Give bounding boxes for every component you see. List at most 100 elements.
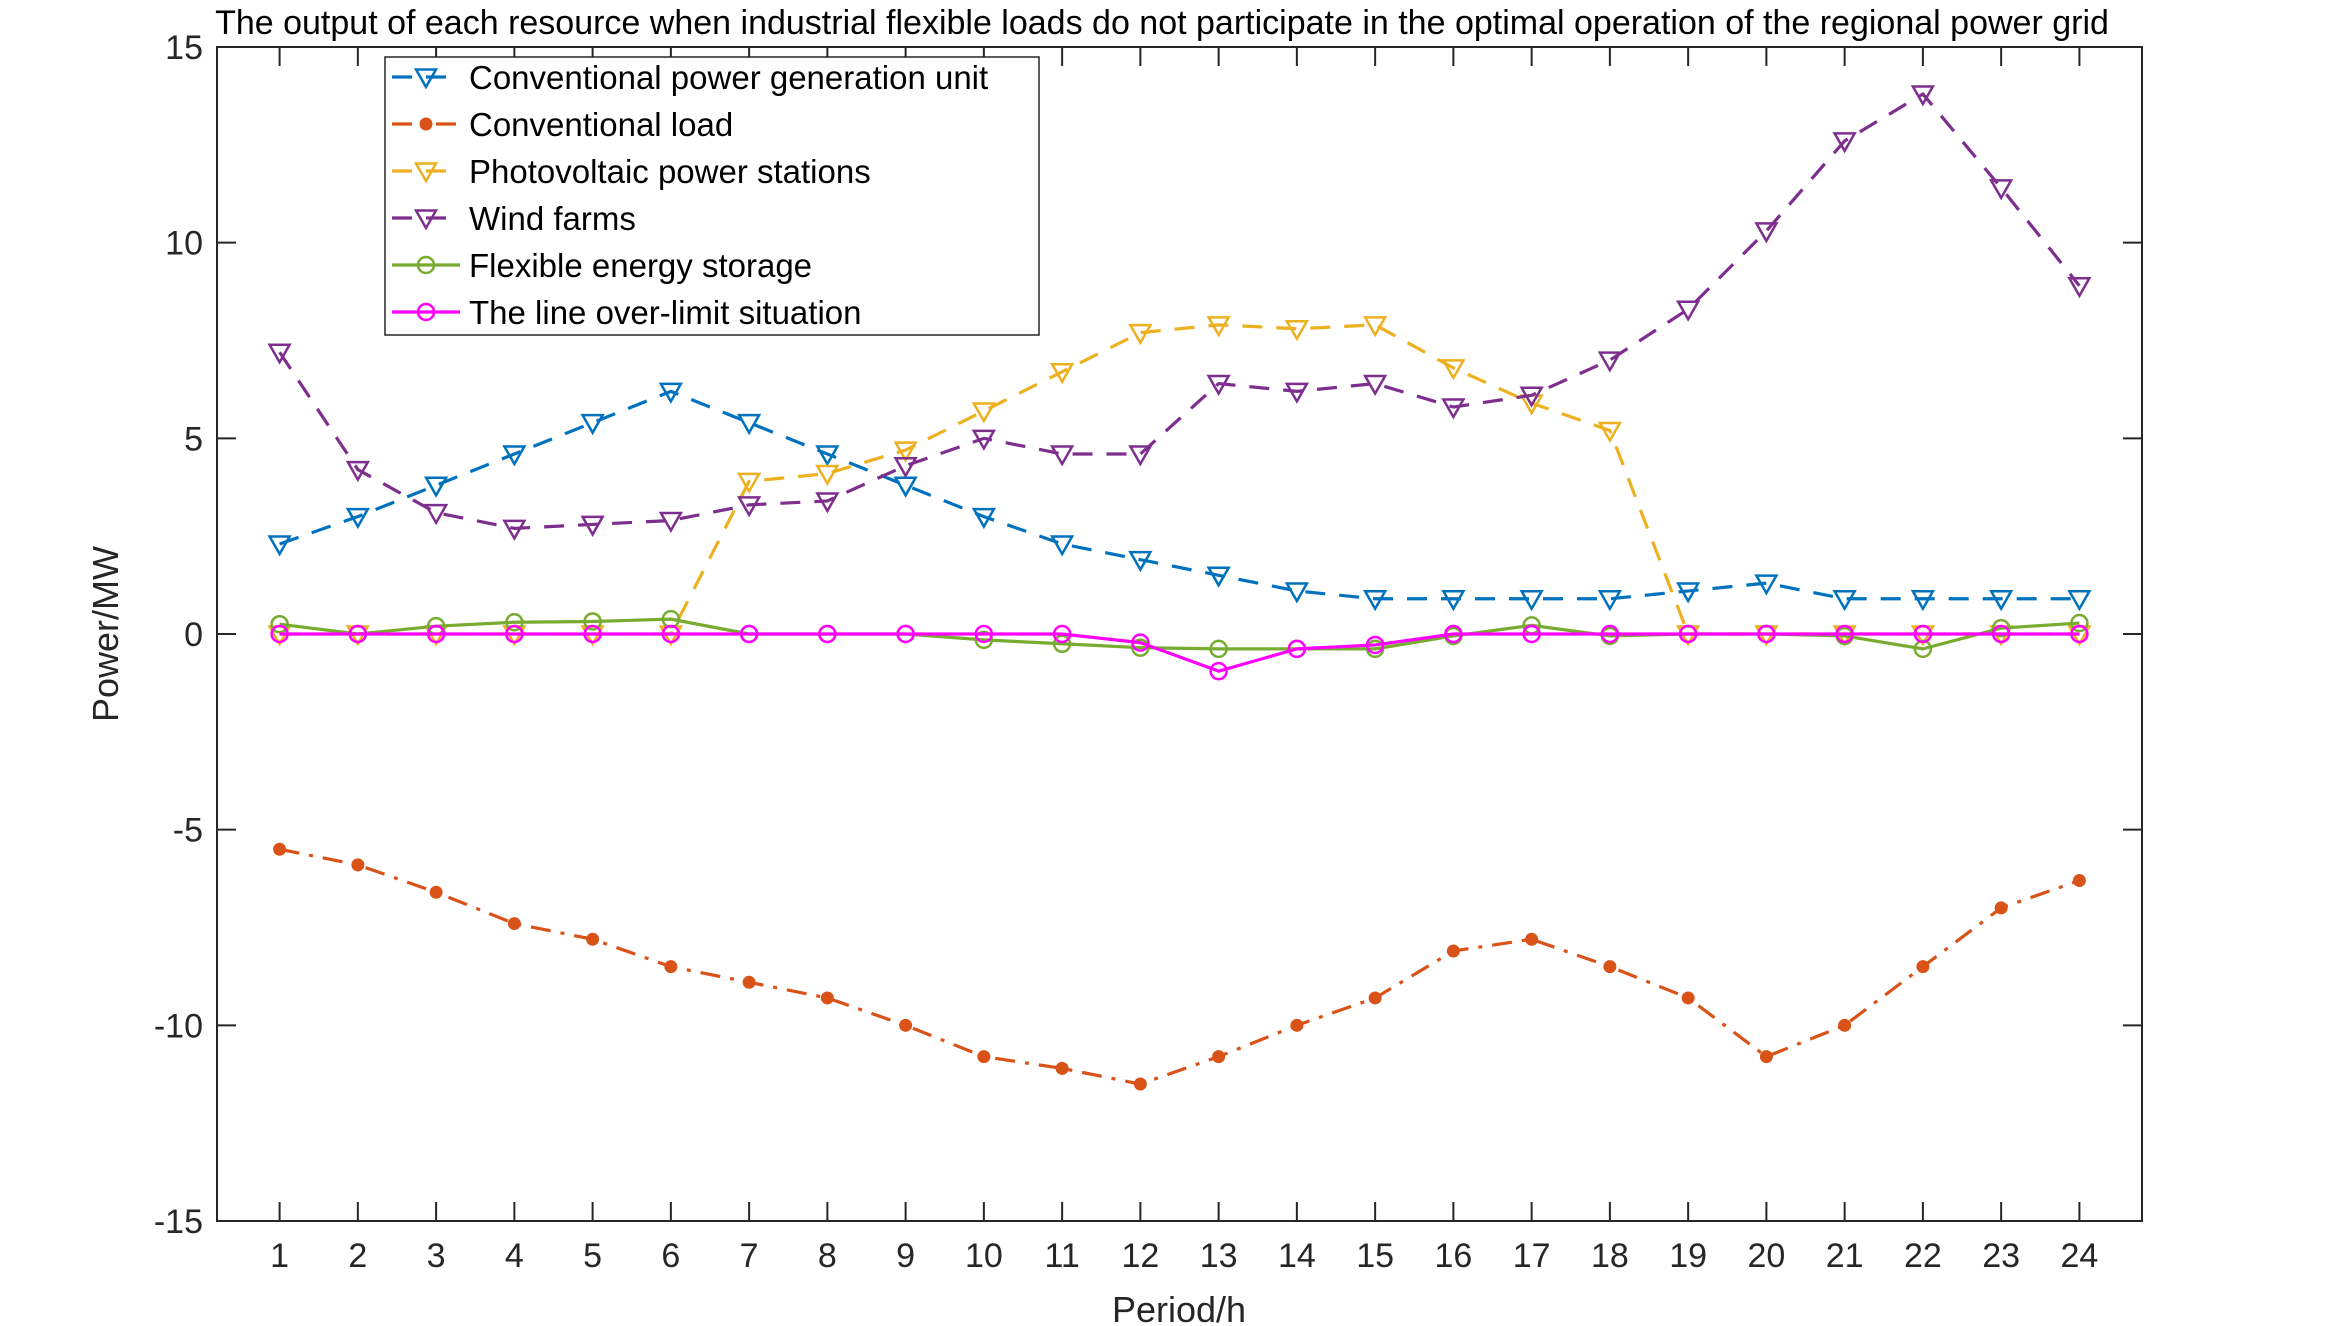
data-point (2070, 624, 2089, 644)
data-point (1049, 445, 1075, 467)
data-point (1206, 316, 1231, 338)
data-point (815, 464, 840, 487)
x-tick-label: 13 (1200, 1237, 1238, 1275)
x-tick-label: 5 (583, 1237, 602, 1275)
data-point (1290, 1018, 1304, 1032)
data-point (1284, 320, 1310, 342)
data-point (664, 960, 678, 974)
data-point (586, 932, 600, 946)
y-axis-label: Power/MW (85, 546, 126, 722)
data-point (1519, 590, 1544, 612)
data-point (1206, 566, 1231, 588)
data-point (971, 429, 997, 451)
data-point (658, 382, 684, 404)
data-point (974, 630, 994, 650)
x-tick-label: 4 (505, 1237, 524, 1275)
data-point (1988, 590, 2014, 612)
x-tick-label: 2 (348, 1237, 367, 1275)
x-axis-label: Period/h (1112, 1289, 1246, 1326)
data-point (1209, 661, 1228, 681)
legend-entry-label: Flexible energy storage (469, 247, 812, 284)
data-point (1991, 618, 2011, 638)
data-point (1133, 1077, 1147, 1091)
y-tick-label: 5 (184, 420, 203, 458)
data-point (1994, 901, 2008, 915)
data-point (502, 445, 527, 467)
x-tick-label: 18 (1591, 1237, 1629, 1275)
data-point (1681, 991, 1695, 1005)
data-point (1678, 624, 1698, 644)
data-point (267, 535, 292, 557)
x-tick-label: 8 (818, 1237, 837, 1275)
data-point (899, 1018, 913, 1032)
series-4 (267, 85, 2092, 541)
data-point (1519, 386, 1544, 408)
y-tick-label: 10 (165, 225, 203, 263)
series-line (279, 323, 2080, 636)
data-point (1049, 363, 1075, 385)
data-point (580, 515, 605, 537)
data-point (1128, 323, 1153, 346)
data-point (1757, 624, 1776, 644)
data-point (742, 975, 756, 989)
data-point (273, 842, 287, 856)
data-point (1525, 932, 1539, 946)
y-tick-label: 15 (165, 29, 203, 67)
data-point (1055, 1061, 1069, 1075)
y-tick-label: -5 (173, 812, 203, 850)
data-point (1128, 445, 1153, 467)
legend-marker (416, 302, 436, 322)
data-point (1131, 638, 1150, 657)
series-line (279, 847, 2080, 1086)
data-point (1988, 179, 2014, 201)
data-point (893, 441, 918, 463)
x-tick-label: 10 (965, 1237, 1003, 1275)
data-point (1597, 351, 1623, 373)
data-point (1206, 374, 1231, 397)
data-point (1675, 582, 1701, 604)
data-point (1910, 590, 1936, 612)
series-line (279, 632, 2080, 673)
legend-entry-label: The line over-limit situation (469, 294, 862, 331)
series-2 (273, 842, 2086, 1091)
data-point (1916, 960, 1930, 974)
data-point (896, 624, 915, 644)
data-point (1128, 550, 1153, 573)
x-tick-label: 9 (896, 1237, 915, 1275)
legend-entry-label: Wind farms (469, 200, 636, 237)
data-point (2070, 613, 2089, 633)
data-point (580, 413, 605, 436)
data-point (267, 343, 292, 365)
x-tick-label: 1 (270, 1237, 289, 1275)
data-point (423, 503, 449, 526)
legend-marker (413, 68, 439, 90)
data-point (348, 624, 368, 644)
data-point (736, 472, 762, 494)
data-point (1754, 574, 1779, 596)
data-point (270, 624, 289, 644)
data-point (1754, 222, 1779, 244)
data-point (583, 624, 602, 644)
data-point (1446, 944, 1460, 958)
data-point (1600, 624, 1620, 644)
legend-entry-label: Conventional load (469, 106, 733, 143)
x-tick-label: 11 (1044, 1237, 1079, 1275)
x-tick-label: 3 (427, 1237, 446, 1275)
legend-entry-label: Conventional power generation unit (469, 59, 988, 96)
data-point (815, 492, 840, 514)
data-point (971, 507, 997, 530)
data-point (1759, 1050, 1773, 1064)
data-point (1052, 634, 1072, 654)
data-point (1913, 624, 1933, 644)
data-point (736, 496, 762, 518)
series-line (279, 389, 2080, 601)
legend-box (384, 56, 1040, 336)
data-point (1597, 590, 1623, 612)
x-tick-label: 19 (1669, 1237, 1707, 1275)
data-point (1603, 960, 1617, 974)
series-6 (270, 624, 2089, 681)
data-point (423, 476, 449, 498)
data-point (1832, 132, 1857, 154)
data-point (1675, 300, 1701, 322)
data-point (1835, 624, 1854, 644)
